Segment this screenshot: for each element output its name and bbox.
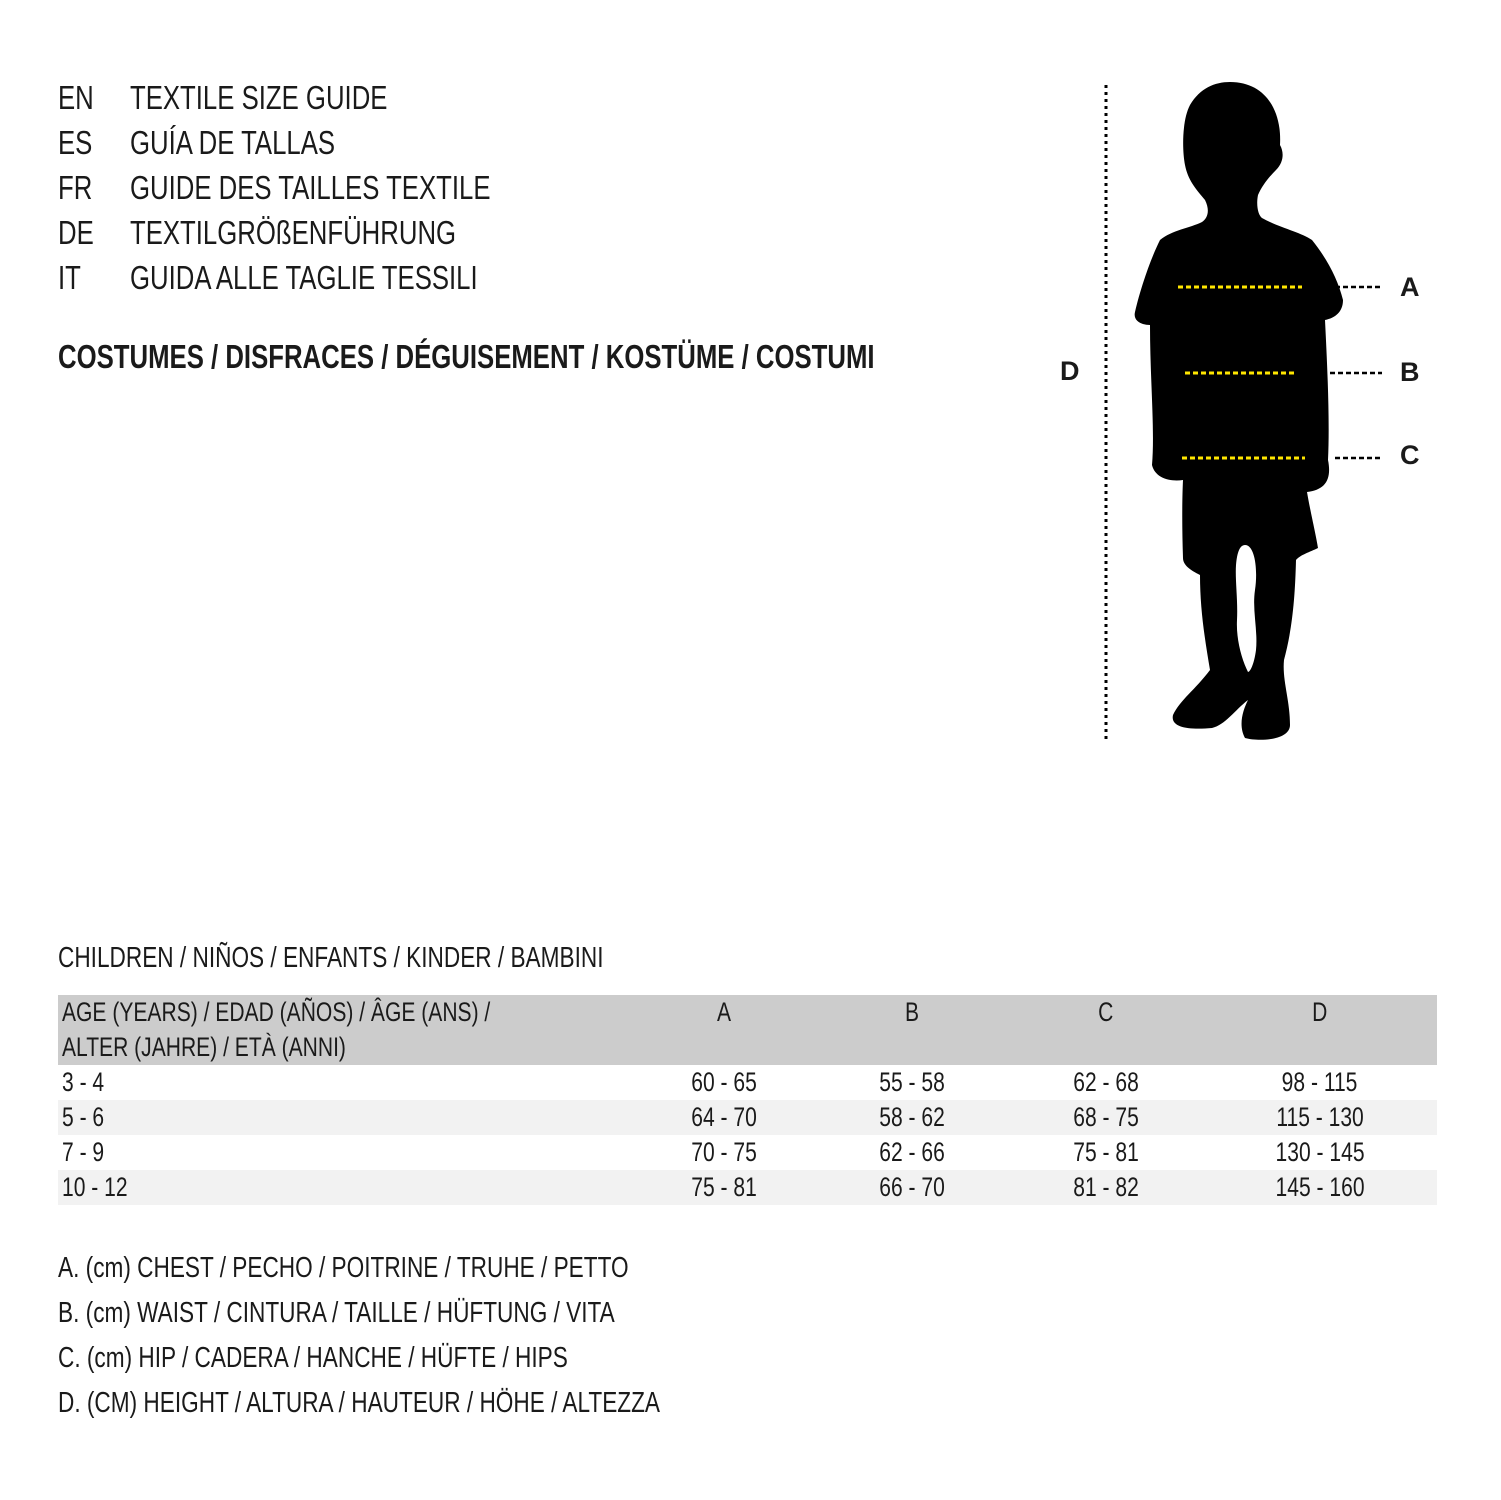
cell-a: 70 - 75 bbox=[691, 1137, 757, 1167]
child-silhouette-figure bbox=[1104, 82, 1382, 742]
cell-d: 145 - 160 bbox=[1203, 1170, 1437, 1205]
cell-c: 81 - 82 bbox=[1009, 1170, 1203, 1205]
label-c: C bbox=[1400, 440, 1420, 470]
header-d: D bbox=[1203, 995, 1437, 1065]
cell-a: 60 - 65 bbox=[691, 1067, 757, 1097]
cell-age: 3 - 4 bbox=[62, 1067, 105, 1097]
cell-age: 7 - 9 bbox=[62, 1137, 105, 1167]
legend-item-a: A. (cm) CHEST / PECHO / POITRINE / TRUHE… bbox=[58, 1252, 629, 1284]
cell-c: 62 - 68 bbox=[1073, 1067, 1139, 1097]
cell-a: 64 - 70 bbox=[633, 1100, 815, 1135]
legend-item-b: B. (cm) WAIST / CINTURA / TAILLE / HÜFTU… bbox=[58, 1297, 615, 1329]
cell-d: 115 - 130 bbox=[1203, 1100, 1437, 1135]
table-row: 5 - 6 64 - 70 58 - 62 68 - 75 115 - 130 bbox=[58, 1100, 1437, 1135]
header-b: B bbox=[815, 995, 1009, 1065]
header-age: AGE (YEARS) / EDAD (AÑOS) / ÂGE (ANS) / … bbox=[58, 995, 633, 1065]
cell-c: 68 - 75 bbox=[1009, 1100, 1203, 1135]
table-row: 3 - 4 60 - 65 55 - 58 62 - 68 98 - 115 bbox=[58, 1065, 1437, 1100]
cell-age: 5 - 6 bbox=[58, 1100, 633, 1135]
cell-b: 58 - 62 bbox=[815, 1100, 1009, 1135]
header-c: C bbox=[1009, 995, 1203, 1065]
table-row: 7 - 9 70 - 75 62 - 66 75 - 81 130 - 145 bbox=[58, 1135, 1437, 1170]
child-silhouette bbox=[1134, 82, 1343, 740]
header-a: A bbox=[633, 995, 815, 1065]
cell-b: 62 - 66 bbox=[879, 1137, 945, 1167]
label-d: D bbox=[1060, 356, 1080, 386]
lang-code-en: EN bbox=[58, 79, 94, 116]
lang-title-fr: GUIDE DES TAILLES TEXTILE bbox=[130, 169, 491, 206]
label-a: A bbox=[1400, 272, 1420, 302]
lang-code-it: IT bbox=[58, 259, 81, 296]
size-table: AGE (YEARS) / EDAD (AÑOS) / ÂGE (ANS) / … bbox=[58, 995, 1437, 1205]
lang-code-fr: FR bbox=[58, 169, 93, 206]
lang-title-de: TEXTILGRÖßENFÜHRUNG bbox=[130, 214, 457, 251]
lang-title-it: GUIDA ALLE TAGLIE TESSILI bbox=[130, 259, 478, 296]
category-title: COSTUMES / DISFRACES / DÉGUISEMENT / KOS… bbox=[58, 338, 875, 375]
cell-a: 75 - 81 bbox=[633, 1170, 815, 1205]
table-header-row: AGE (YEARS) / EDAD (AÑOS) / ÂGE (ANS) / … bbox=[58, 995, 1437, 1065]
lang-title-en: TEXTILE SIZE GUIDE bbox=[130, 79, 388, 116]
cell-b: 66 - 70 bbox=[815, 1170, 1009, 1205]
lang-code-de: DE bbox=[58, 214, 94, 251]
table-row: 10 - 12 75 - 81 66 - 70 81 - 82 145 - 16… bbox=[58, 1170, 1437, 1205]
legend-item-c: C. (cm) HIP / CADERA / HANCHE / HÜFTE / … bbox=[58, 1342, 568, 1374]
cell-c: 75 - 81 bbox=[1073, 1137, 1139, 1167]
legend-item-d: D. (CM) HEIGHT / ALTURA / HAUTEUR / HÖHE… bbox=[58, 1387, 661, 1419]
lang-code-es: ES bbox=[58, 124, 93, 161]
cell-d: 98 - 115 bbox=[1282, 1067, 1358, 1097]
cell-age: 10 - 12 bbox=[58, 1170, 633, 1205]
cell-d: 130 - 145 bbox=[1275, 1137, 1365, 1167]
cell-b: 55 - 58 bbox=[879, 1067, 945, 1097]
section-title: CHILDREN / NIÑOS / ENFANTS / KINDER / BA… bbox=[58, 942, 604, 974]
label-b: B bbox=[1400, 357, 1420, 387]
lang-title-es: GUÍA DE TALLAS bbox=[130, 124, 336, 161]
leg-gap bbox=[1235, 545, 1257, 672]
